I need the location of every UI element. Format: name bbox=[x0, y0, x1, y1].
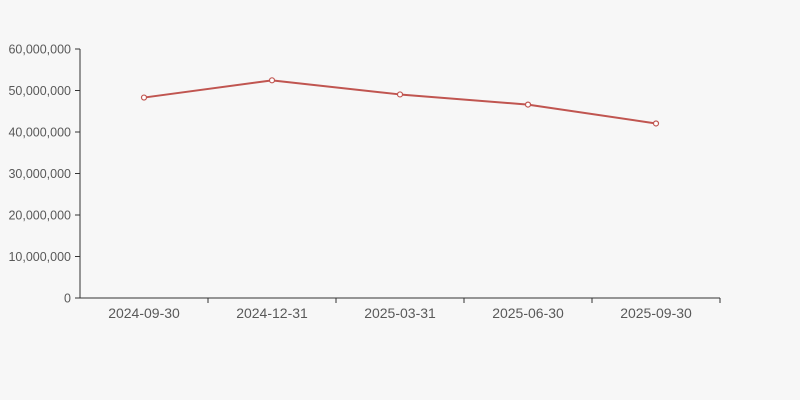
x-tick-label: 2024-09-30 bbox=[108, 305, 180, 321]
y-tick-label: 40,000,000 bbox=[8, 126, 71, 140]
y-tick-label: 20,000,000 bbox=[8, 209, 71, 223]
data-point-marker[interactable] bbox=[652, 120, 660, 127]
data-point-marker[interactable] bbox=[524, 101, 532, 108]
y-tick-label: 50,000,000 bbox=[8, 84, 71, 98]
y-tick-label: 30,000,000 bbox=[8, 167, 71, 181]
x-tick-label: 2025-06-30 bbox=[492, 305, 564, 321]
data-point-marker[interactable] bbox=[140, 94, 148, 101]
y-tick-label: 60,000,000 bbox=[8, 43, 71, 57]
y-tick-label: 10,000,000 bbox=[8, 250, 71, 264]
y-tick-label: 0 bbox=[64, 292, 71, 306]
x-tick-label: 2025-03-31 bbox=[364, 305, 436, 321]
x-tick-label: 2025-09-30 bbox=[620, 305, 692, 321]
series-line bbox=[143, 79, 657, 125]
x-tick-label: 2024-12-31 bbox=[236, 305, 308, 321]
data-point-marker[interactable] bbox=[396, 91, 404, 98]
data-point-marker[interactable] bbox=[268, 77, 276, 84]
